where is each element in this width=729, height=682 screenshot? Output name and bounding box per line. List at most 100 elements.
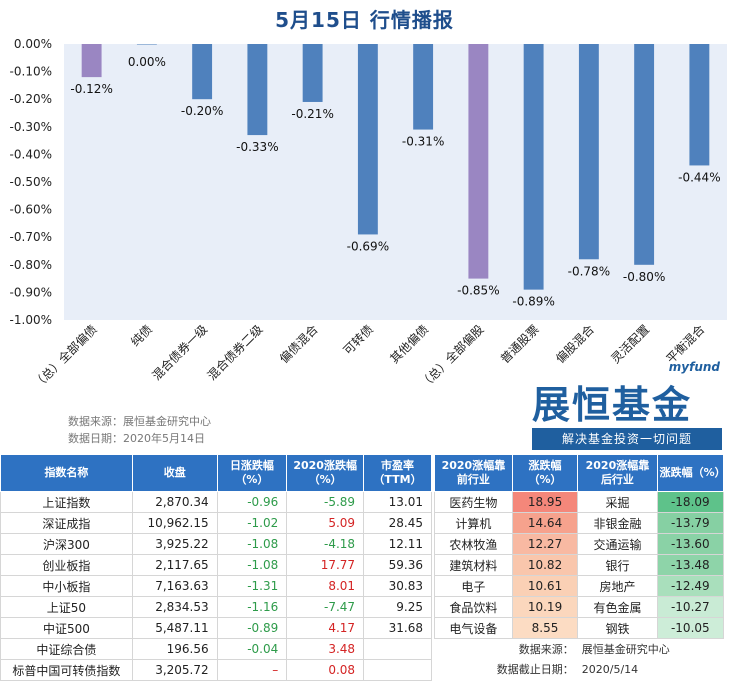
top-change-cell: 10.61 (511, 575, 579, 597)
top-change-cell: 10.82 (511, 554, 579, 576)
index-name-cell: 中证500 (0, 617, 133, 639)
top-industry-cell: 农林牧渔 (434, 533, 513, 555)
bottom-industry-cell: 交通运输 (577, 533, 658, 555)
index-name-cell: 中证综合债 (0, 638, 133, 660)
data-label: -0.44% (678, 170, 720, 184)
logo-tag: myfund (668, 360, 720, 374)
data-label: -0.69% (347, 239, 389, 253)
top-change-cell: 8.55 (511, 617, 579, 639)
top-industry-cell: 电气设备 (434, 617, 513, 639)
table-row: 中小板指 7,163.63 -1.31 8.01 30.83 (0, 575, 432, 597)
index-table: 指数名称 收盘 日涨跌幅（%） 2020涨跌幅（%） 市盈率（TTM） 上证指数… (0, 454, 432, 681)
ytd-change-cell: 4.17 (286, 617, 365, 639)
top-industry-cell: 食品饮料 (434, 596, 513, 618)
daily-change-cell: -1.02 (216, 512, 288, 534)
close-cell: 10,962.15 (131, 512, 218, 534)
ytd-change-cell: -5.89 (286, 491, 365, 513)
close-cell: 196.56 (131, 638, 218, 660)
table-row: 农林牧渔 12.27 交通运输 -13.60 (434, 533, 725, 555)
top-change-cell: 12.27 (511, 533, 579, 555)
y-tick-label: -0.80% (10, 258, 52, 272)
bottom-change-cell: -12.49 (656, 575, 725, 597)
ytd-change-cell: 3.48 (286, 638, 365, 660)
bar (413, 44, 434, 130)
bottom-change-cell: -13.60 (656, 533, 725, 555)
y-tick-label: -0.90% (10, 285, 52, 299)
bar (357, 44, 378, 235)
pe-cell: 28.45 (363, 512, 432, 534)
y-tick-label: 0.00% (14, 37, 52, 51)
table-row: 上证指数 2,870.34 -0.96 -5.89 13.01 (0, 491, 432, 513)
table-row: 沪深300 3,925.22 -1.08 -4.18 12.11 (0, 533, 432, 555)
bottom-change-cell: -13.48 (656, 554, 725, 576)
table-row: 电气设备 8.55 钢铁 -10.05 (434, 617, 725, 639)
ytd-change-cell: 17.77 (286, 554, 365, 576)
category-label: 其他偏债 (387, 322, 432, 367)
index-name-cell: 创业板指 (0, 554, 133, 576)
bottom-change-cell: -10.05 (656, 617, 725, 639)
top-change-cell: 14.64 (511, 512, 579, 534)
data-label: -0.33% (236, 140, 278, 154)
ytd-change-cell: -7.47 (286, 596, 365, 618)
daily-change-cell: – (216, 659, 288, 681)
bar (634, 44, 655, 265)
table-row: 中证综合债 196.56 -0.04 3.48 (0, 638, 432, 660)
index-name-cell: 深证成指 (0, 512, 133, 534)
table-footer: 数据截止日期： 2020/5/14 (435, 659, 724, 679)
bar (192, 44, 213, 100)
bottom-industry-cell: 有色金属 (577, 596, 658, 618)
index-name-cell: 上证50 (0, 596, 133, 618)
footer-date-label: 数据截止日期： (496, 663, 574, 676)
table-row: 深证成指 10,962.15 -1.02 5.09 28.45 (0, 512, 432, 534)
category-label: 纯债 (128, 322, 155, 349)
pe-cell: 12.11 (363, 533, 432, 555)
y-tick-label: -0.60% (10, 203, 52, 217)
category-label: 可转债 (340, 322, 376, 358)
data-label: 0.00% (128, 55, 166, 69)
index-name-cell: 上证指数 (0, 491, 133, 513)
top-industry-cell: 建筑材料 (434, 554, 513, 576)
col-top-change: 涨跌幅（%） (511, 454, 579, 492)
ytd-change-cell: 8.01 (286, 575, 365, 597)
data-label: -0.20% (181, 104, 223, 118)
daily-change-cell: -1.08 (216, 554, 288, 576)
table-footer: 数据来源： 展恒基金研究中心 (435, 639, 724, 660)
bottom-industry-cell: 钢铁 (577, 617, 658, 639)
close-cell: 5,487.11 (131, 617, 218, 639)
col-bottom-change: 涨跌幅（%） (656, 454, 726, 492)
col-index-name: 指数名称 (0, 454, 133, 492)
table-row: 上证50 2,834.53 -1.16 -7.47 9.25 (0, 596, 432, 618)
date-line: 数据日期：2020年5月14日 (68, 432, 205, 445)
y-tick-label: -0.30% (10, 120, 52, 134)
daily-change-cell: -1.31 (216, 575, 288, 597)
close-cell: 3,205.72 (131, 659, 218, 681)
table-row: 建筑材料 10.82 银行 -13.48 (434, 554, 725, 576)
pe-cell: 30.83 (363, 575, 432, 597)
industry-table: 2020涨幅靠前行业 涨跌幅（%） 2020涨幅靠后行业 涨跌幅（%） 医药生物… (434, 454, 726, 679)
top-change-cell: 10.19 (511, 596, 579, 618)
daily-change-cell: -1.08 (216, 533, 288, 555)
pe-cell: 9.25 (363, 596, 432, 618)
y-tick-label: -0.40% (10, 147, 52, 161)
chart-svg: 0.00% -0.10% -0.20% -0.30% -0.40% -0.50% -0.60… (10, 37, 727, 392)
top-industry-cell: 医药生物 (434, 491, 513, 513)
data-label: -0.78% (568, 264, 610, 278)
footer-date-value: 2020/5/14 (581, 662, 639, 676)
col-daily-change: 日涨跌幅（%） (216, 454, 288, 492)
y-tick-label: -0.20% (10, 92, 52, 106)
ytd-change-cell: -4.18 (286, 533, 365, 555)
table-row: 电子 10.61 房地产 -12.49 (434, 575, 725, 597)
footer-source-value: 展恒基金研究中心 (581, 643, 670, 656)
top-industry-cell: 计算机 (434, 512, 513, 534)
daily-change-cell: -1.16 (216, 596, 288, 618)
daily-change-cell: -0.96 (216, 491, 288, 513)
close-cell: 3,925.22 (131, 533, 218, 555)
close-cell: 2,870.34 (131, 491, 218, 513)
close-cell: 7,163.63 (131, 575, 218, 597)
col-bottom-industry: 2020涨幅靠后行业 (577, 454, 658, 492)
top-change-cell: 18.95 (511, 491, 579, 513)
data-label: -0.80% (623, 270, 665, 284)
index-name-cell: 沪深300 (0, 533, 133, 555)
y-tick-label: -0.10% (10, 65, 52, 79)
table-row: 中证500 5,487.11 -0.89 4.17 31.68 (0, 617, 432, 639)
